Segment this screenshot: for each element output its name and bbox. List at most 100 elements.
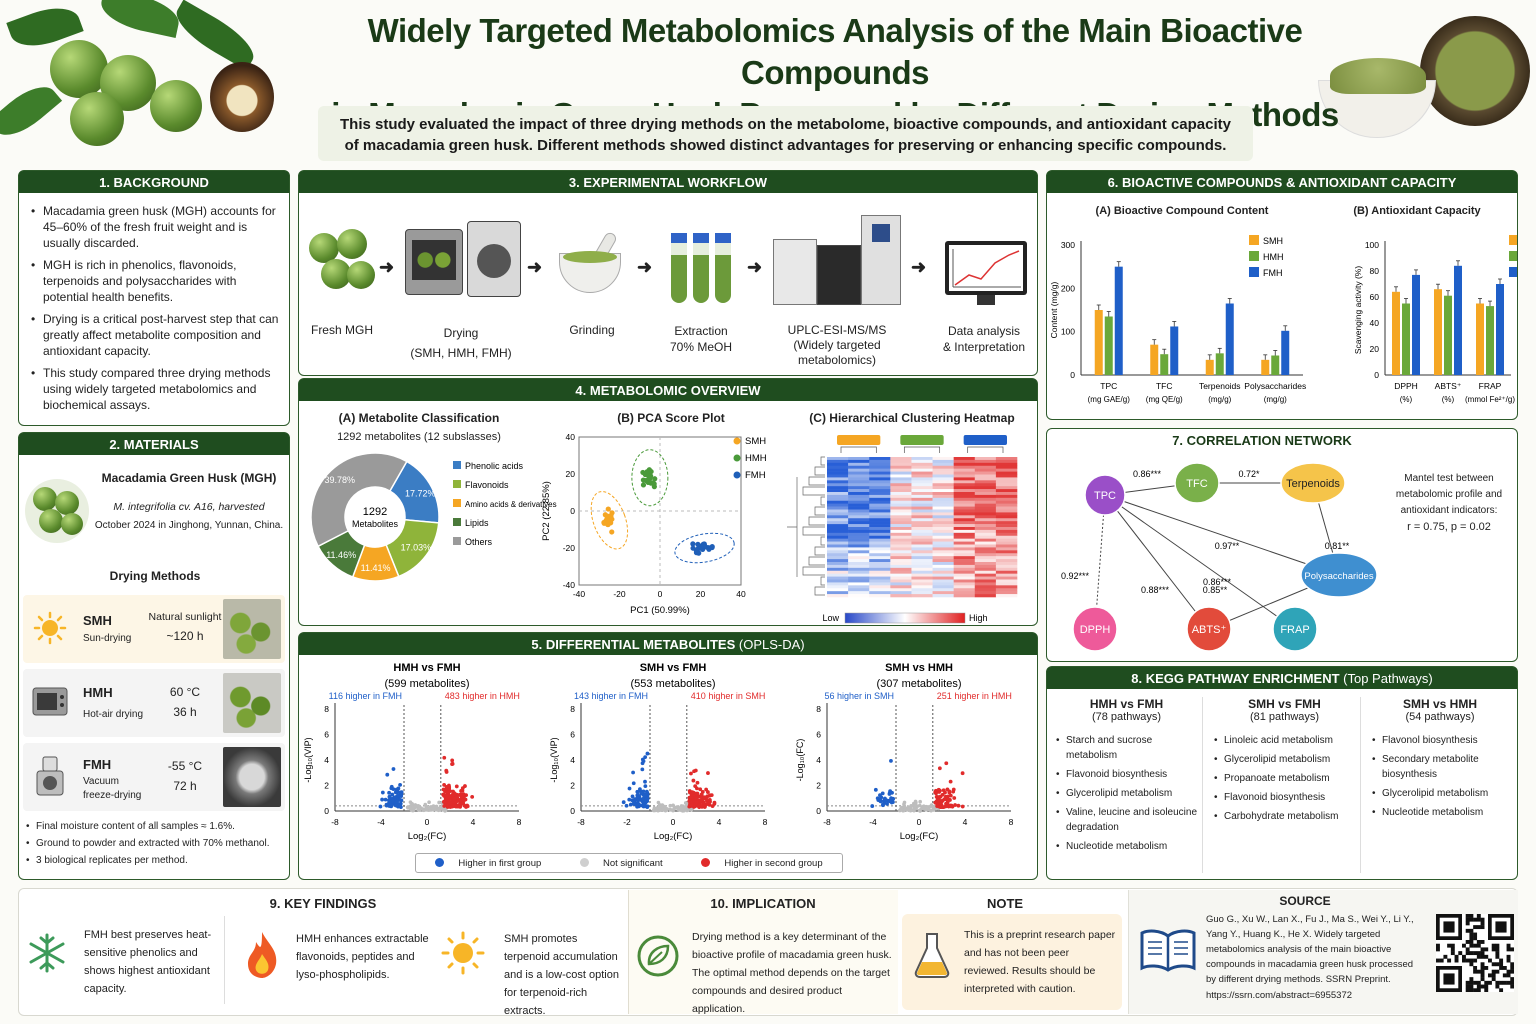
volcano-point-up: [709, 793, 714, 798]
heatmap-cell: [848, 489, 870, 493]
qr-module: [1465, 928, 1470, 933]
hot-air-dried-husk-photo: [223, 673, 281, 733]
network-node: [1174, 462, 1220, 504]
heatmap-cell: [869, 541, 891, 545]
volcano-point-up: [447, 795, 452, 799]
category-label: Polysaccharides: [1244, 381, 1306, 391]
pca-point: [646, 478, 652, 484]
heatmap-cell: [869, 518, 891, 522]
heatmap-cell: [848, 556, 870, 560]
qr-module: [1476, 980, 1481, 985]
heatmap-cell: [974, 462, 997, 467]
left-count-label: 56 higher in SMH: [824, 691, 894, 701]
qr-code-icon[interactable]: [1436, 914, 1514, 992]
right-count-label: 483 higher in HMH: [445, 691, 520, 701]
pie-value-label: 11.41%: [361, 563, 391, 573]
heatmap-cell: [890, 471, 912, 475]
volcano-point-ns: [918, 799, 922, 804]
heatmap-cell: [869, 494, 891, 499]
heatmap-cell: [890, 538, 912, 542]
heatmap-cell: [932, 582, 954, 586]
bar: [1170, 326, 1179, 375]
category-unit-label: (mmol Fe²⁺/g): [1465, 395, 1515, 404]
sun-dried-husk-photo: [223, 599, 281, 659]
heatmap-cell: [932, 553, 954, 557]
kegg-pathway: Carbohydrate metabolism: [1213, 809, 1360, 824]
heatmap-cell: [827, 512, 849, 516]
heatmap-cell: [911, 538, 933, 542]
bar: [1444, 295, 1452, 375]
y-tick-label: 20: [566, 469, 576, 479]
heatmap-cell: [974, 573, 997, 577]
x-tick-label: -8: [577, 817, 585, 827]
heatmap-cell: [953, 591, 976, 595]
bar: [1261, 359, 1270, 375]
heatmap-cell: [869, 579, 891, 583]
kegg-group-count: (78 pathways): [1091, 711, 1162, 723]
source-url[interactable]: https://ssrn.com/abstract=6955372: [1206, 990, 1353, 1001]
volcano-point-up: [938, 805, 943, 809]
volcano-plot-smh-fmh: SMH vs FMH (553 metabolites) -8 -2 0 4 8 8 6 4 2 0 L…: [549, 662, 768, 842]
heatmap-cell: [848, 532, 870, 537]
heatmap-cell: [890, 529, 912, 534]
heatmap-cell: [890, 486, 912, 490]
heatmap-cell: [953, 585, 976, 589]
heatmap-cell: [911, 527, 933, 531]
qr-module: [1476, 925, 1481, 930]
qr-module: [1450, 951, 1455, 956]
legend-swatch: [1249, 267, 1259, 277]
heatmap-cell: [827, 594, 849, 598]
legend-swatch: [453, 537, 461, 545]
volcano-point-ns: [434, 804, 439, 809]
legend-marker: [733, 437, 741, 445]
heatmap-cell: [995, 576, 1018, 580]
uplc-ms-instrument-illustration: [773, 209, 903, 309]
category-unit-label: (%): [1442, 395, 1455, 404]
book-icon: [1138, 928, 1198, 974]
pie-value-label: 17.72%: [405, 488, 436, 498]
volcano-point-up: [960, 771, 965, 776]
qr-module: [1473, 917, 1478, 922]
edge-weight-label: 0.88***: [1141, 585, 1170, 595]
heatmap-cell: [974, 471, 997, 475]
extraction-tubes-illustration: [667, 233, 737, 305]
qr-module: [1469, 980, 1474, 985]
sample-line2: October 2024 in Jinghong, Yunnan, China.: [94, 520, 284, 531]
volcano-point-up: [698, 787, 703, 792]
qr-module: [1469, 936, 1474, 941]
qr-module: [1506, 958, 1511, 963]
qr-module: [1436, 943, 1440, 948]
y-tick-label: 8: [570, 704, 575, 714]
category-label: ABTS⁺: [1435, 381, 1462, 391]
heatmap-cell: [932, 512, 954, 516]
x-tick-label: 4: [471, 817, 476, 827]
qr-module: [1484, 988, 1489, 992]
heatmap-cell: [911, 459, 933, 464]
heatmap-cell: [848, 579, 870, 583]
heatmap-cell: [974, 553, 997, 557]
legend-swatch: [1249, 251, 1259, 261]
category-unit-label: (%): [1400, 395, 1413, 404]
workflow-panel: 3. EXPERIMENTAL WORKFLOW ➜ ➜ ➜ ➜ ➜ Fresh…: [298, 170, 1038, 376]
heatmap-cell: [953, 518, 976, 522]
y-axis-label: -Log₁₀(VIP): [303, 737, 313, 782]
volcano-point-up: [441, 787, 446, 792]
heatmap-cell: [869, 588, 891, 592]
y-tick-label: 6: [570, 730, 575, 740]
heatmap-cell: [953, 529, 976, 534]
macadamia-branch-illustration: [0, 0, 300, 165]
qr-module: [1473, 932, 1478, 937]
volcano-point-up: [948, 779, 953, 784]
network-edge: [1104, 494, 1340, 576]
background-panel: 1. BACKGROUND Macadamia green husk (MGH)…: [18, 170, 290, 426]
differential-heading-suffix: (OPLS-DA): [738, 636, 805, 652]
volcano-point-ns: [902, 802, 906, 807]
heatmap-cell: [974, 515, 997, 519]
materials-heading: 2. MATERIALS: [19, 433, 289, 455]
heatmap-cell: [827, 521, 849, 525]
y-tick-label: 4: [324, 755, 329, 765]
heatmap-title: (C) Hierarchical Clustering Heatmap: [809, 411, 1015, 425]
qr-module: [1484, 954, 1489, 959]
heatmap-cell: [848, 468, 870, 472]
pca-point: [601, 520, 607, 526]
